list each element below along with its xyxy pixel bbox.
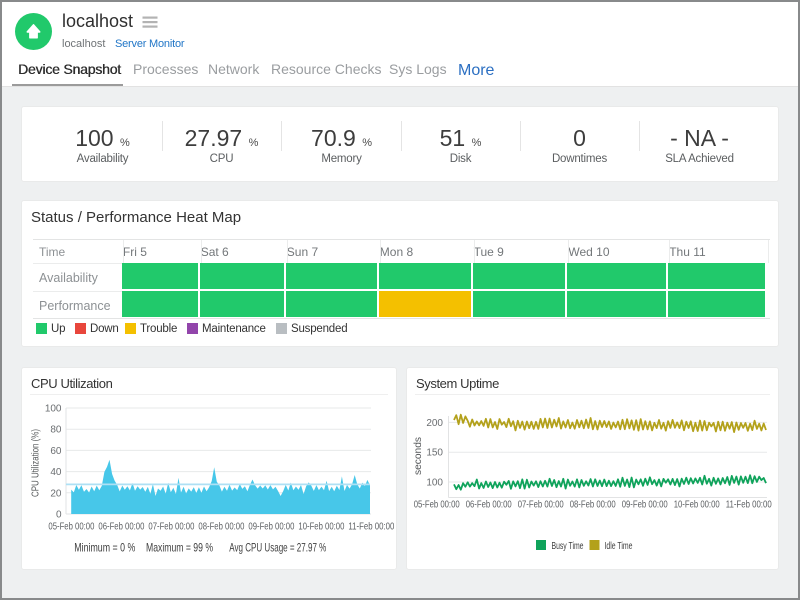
svg-text:40: 40 bbox=[50, 467, 62, 478]
svg-text:Maximum = 99 %: Maximum = 99 % bbox=[146, 541, 213, 555]
svg-text:07-Feb 00:00: 07-Feb 00:00 bbox=[518, 499, 564, 511]
svg-text:09-Feb 00:00: 09-Feb 00:00 bbox=[248, 521, 294, 533]
svg-text:100: 100 bbox=[426, 478, 443, 489]
svg-text:09-Feb 00:00: 09-Feb 00:00 bbox=[622, 499, 668, 511]
svg-text:10-Feb 00:00: 10-Feb 00:00 bbox=[298, 521, 344, 533]
svg-text:CPU Utilization (%): CPU Utilization (%) bbox=[31, 429, 42, 497]
svg-text:06-Feb 00:00: 06-Feb 00:00 bbox=[98, 521, 144, 533]
svg-text:0: 0 bbox=[56, 510, 62, 521]
svg-text:200: 200 bbox=[426, 418, 443, 429]
svg-text:05-Feb 00:00: 05-Feb 00:00 bbox=[48, 521, 94, 533]
svg-text:Minimum = 0 %: Minimum = 0 % bbox=[74, 541, 135, 555]
svg-text:11-Feb 00:00: 11-Feb 00:00 bbox=[348, 521, 394, 533]
svg-text:20: 20 bbox=[50, 488, 62, 499]
svg-text:07-Feb 00:00: 07-Feb 00:00 bbox=[148, 521, 194, 533]
svg-text:05-Feb 00:00: 05-Feb 00:00 bbox=[414, 499, 460, 511]
svg-text:seconds: seconds bbox=[413, 437, 424, 475]
svg-text:60: 60 bbox=[50, 446, 62, 457]
svg-text:11-Feb 00:00: 11-Feb 00:00 bbox=[726, 499, 772, 511]
svg-text:Busy Time: Busy Time bbox=[552, 540, 584, 552]
svg-text:80: 80 bbox=[50, 425, 62, 436]
svg-text:Avg CPU Usage = 27.97 %: Avg CPU Usage = 27.97 % bbox=[229, 541, 326, 555]
svg-text:08-Feb 00:00: 08-Feb 00:00 bbox=[570, 499, 616, 511]
svg-text:Idle Time: Idle Time bbox=[605, 540, 633, 552]
svg-text:06-Feb 00:00: 06-Feb 00:00 bbox=[466, 499, 512, 511]
svg-text:10-Feb 00:00: 10-Feb 00:00 bbox=[674, 499, 720, 511]
svg-text:100: 100 bbox=[45, 404, 62, 415]
svg-text:08-Feb 00:00: 08-Feb 00:00 bbox=[198, 521, 244, 533]
svg-text:150: 150 bbox=[426, 448, 443, 459]
